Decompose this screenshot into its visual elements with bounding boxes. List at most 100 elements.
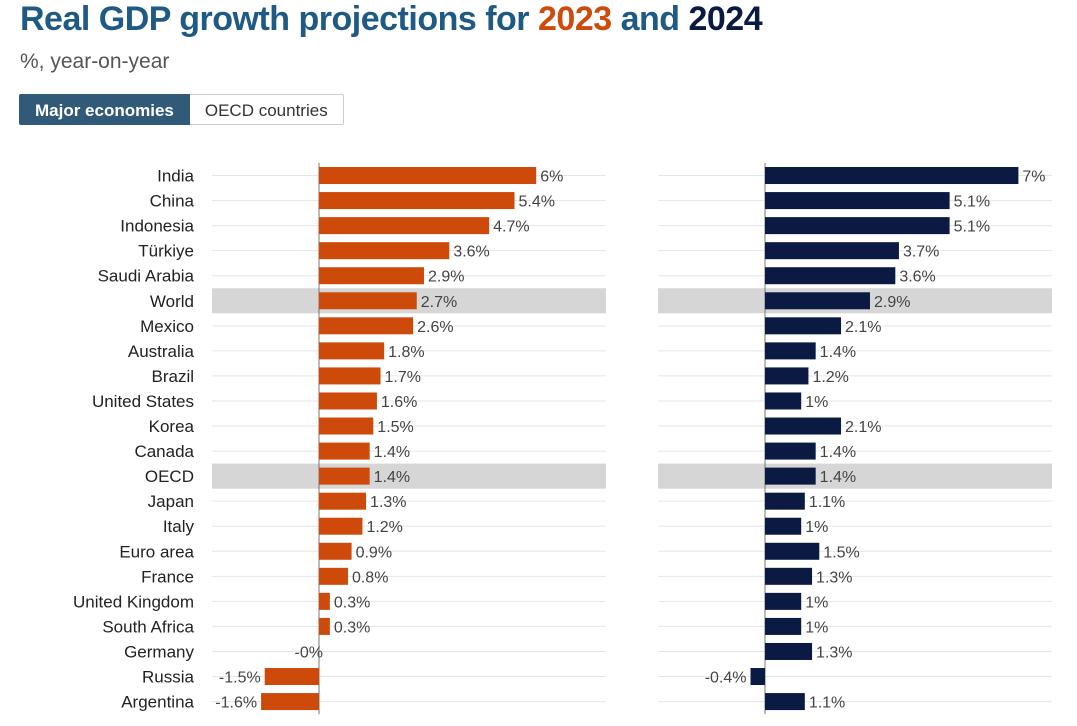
value-label-2024: 1% [805, 619, 828, 636]
category-label: China [150, 192, 195, 211]
value-label-2023: 1.4% [374, 469, 410, 486]
value-label-2023: -1.5% [219, 670, 261, 687]
value-label-2024: 1.2% [812, 369, 848, 386]
bar-2024 [765, 292, 870, 310]
category-label: South Africa [102, 617, 194, 636]
category-label: World [150, 292, 194, 311]
title-prefix: Real GDP growth projections for [20, 0, 538, 38]
category-label: OECD [145, 467, 194, 486]
bar-2024 [765, 342, 816, 360]
category-label: Germany [124, 642, 194, 661]
bar-2024 [765, 617, 802, 635]
bar-2024 [765, 517, 802, 535]
bar-2023 [319, 317, 414, 335]
value-label-2023: 3.6% [453, 244, 489, 261]
value-label-2023: 2.9% [428, 269, 464, 286]
value-label-2023: 1.2% [366, 519, 402, 536]
value-label-2023: 0.8% [352, 569, 388, 586]
bar-2023 [319, 617, 330, 635]
bar-2023 [319, 492, 367, 510]
value-label-2024: 1.4% [820, 344, 856, 361]
category-label: Korea [149, 417, 195, 436]
value-label-2023: 1.5% [377, 419, 413, 436]
value-label-2024: 3.6% [899, 269, 935, 286]
bar-2023 [319, 342, 385, 360]
bar-2024 [765, 167, 1019, 185]
category-label: Italy [163, 517, 195, 536]
bar-2023 [319, 367, 381, 385]
bar-2023 [264, 668, 319, 686]
tab-oecd-countries[interactable]: OECD countries [189, 94, 344, 125]
value-label-2024: 1.5% [823, 544, 859, 561]
value-label-2024: 1.4% [820, 444, 856, 461]
bar-2024 [765, 242, 899, 260]
value-label-2023: 1.6% [381, 394, 417, 411]
value-label-2024: 1.3% [816, 569, 852, 586]
value-label-2023: 2.7% [421, 294, 457, 311]
bar-2024 [765, 567, 813, 585]
chart-title: Real GDP growth projections for 2023 and… [20, 0, 763, 39]
bar-2023 [319, 217, 490, 235]
category-label: Mexico [140, 317, 194, 336]
category-label: Australia [128, 342, 195, 361]
value-label-2024: -0.4% [705, 670, 747, 687]
highlight-band-2023 [212, 463, 606, 489]
category-label: Canada [134, 442, 194, 461]
bar-2024 [765, 392, 802, 410]
title-year-2024: 2024 [688, 0, 763, 38]
bar-2024 [765, 267, 896, 285]
bar-2023 [319, 442, 370, 460]
value-label-2024: 1.1% [809, 494, 845, 511]
value-label-2024: 3.7% [903, 244, 939, 261]
value-label-2023: -1.6% [215, 695, 257, 712]
bar-2024 [765, 592, 802, 610]
tab-group: Major economies OECD countries [19, 94, 344, 125]
tab-major-economies[interactable]: Major economies [19, 94, 190, 125]
value-label-2024: 1.3% [816, 644, 852, 661]
bar-2023 [319, 292, 417, 310]
bar-2023 [319, 567, 348, 585]
value-label-2024: 1% [805, 594, 828, 611]
bar-2023 [319, 417, 374, 435]
chart-subtitle: %, year-on-year [20, 50, 170, 73]
value-label-2023: 5.4% [518, 194, 554, 211]
bar-2023 [319, 467, 370, 485]
category-label: United States [92, 392, 194, 411]
bar-2023 [319, 192, 515, 210]
bar-2023 [319, 242, 450, 260]
value-label-2024: 1% [805, 394, 828, 411]
value-label-2023: 1.7% [385, 369, 421, 386]
value-label-2023: 2.6% [417, 319, 453, 336]
bar-2024 [765, 192, 950, 210]
value-label-2024: 1% [805, 519, 828, 536]
bar-2023 [319, 542, 352, 560]
category-label: Russia [142, 668, 195, 687]
bar-2024 [765, 542, 820, 560]
value-label-2024: 2.1% [845, 419, 881, 436]
bar-2024 [750, 668, 765, 686]
value-label-2023: 1.3% [370, 494, 406, 511]
category-label: Indonesia [120, 217, 194, 236]
value-label-2024: 7% [1022, 169, 1045, 186]
value-label-2024: 2.1% [845, 319, 881, 336]
category-label: Euro area [119, 542, 194, 561]
bar-2024 [765, 317, 842, 335]
bar-2024 [765, 642, 813, 660]
category-label: India [157, 167, 194, 186]
value-label-2023: 4.7% [493, 219, 529, 236]
bar-2024 [765, 417, 842, 435]
value-label-2023: -0% [295, 644, 323, 661]
highlight-band-2024 [658, 463, 1052, 489]
category-label: United Kingdom [73, 592, 194, 611]
value-label-2024: 1.1% [809, 695, 845, 712]
bar-2023 [319, 517, 363, 535]
value-label-2023: 1.4% [374, 444, 410, 461]
bar-2023 [261, 693, 319, 711]
value-label-2024: 5.1% [954, 219, 990, 236]
value-label-2023: 0.9% [356, 544, 392, 561]
bar-2024 [765, 467, 816, 485]
bar-2023 [319, 392, 377, 410]
bar-2024 [765, 492, 805, 510]
category-label: Argentina [121, 693, 194, 712]
